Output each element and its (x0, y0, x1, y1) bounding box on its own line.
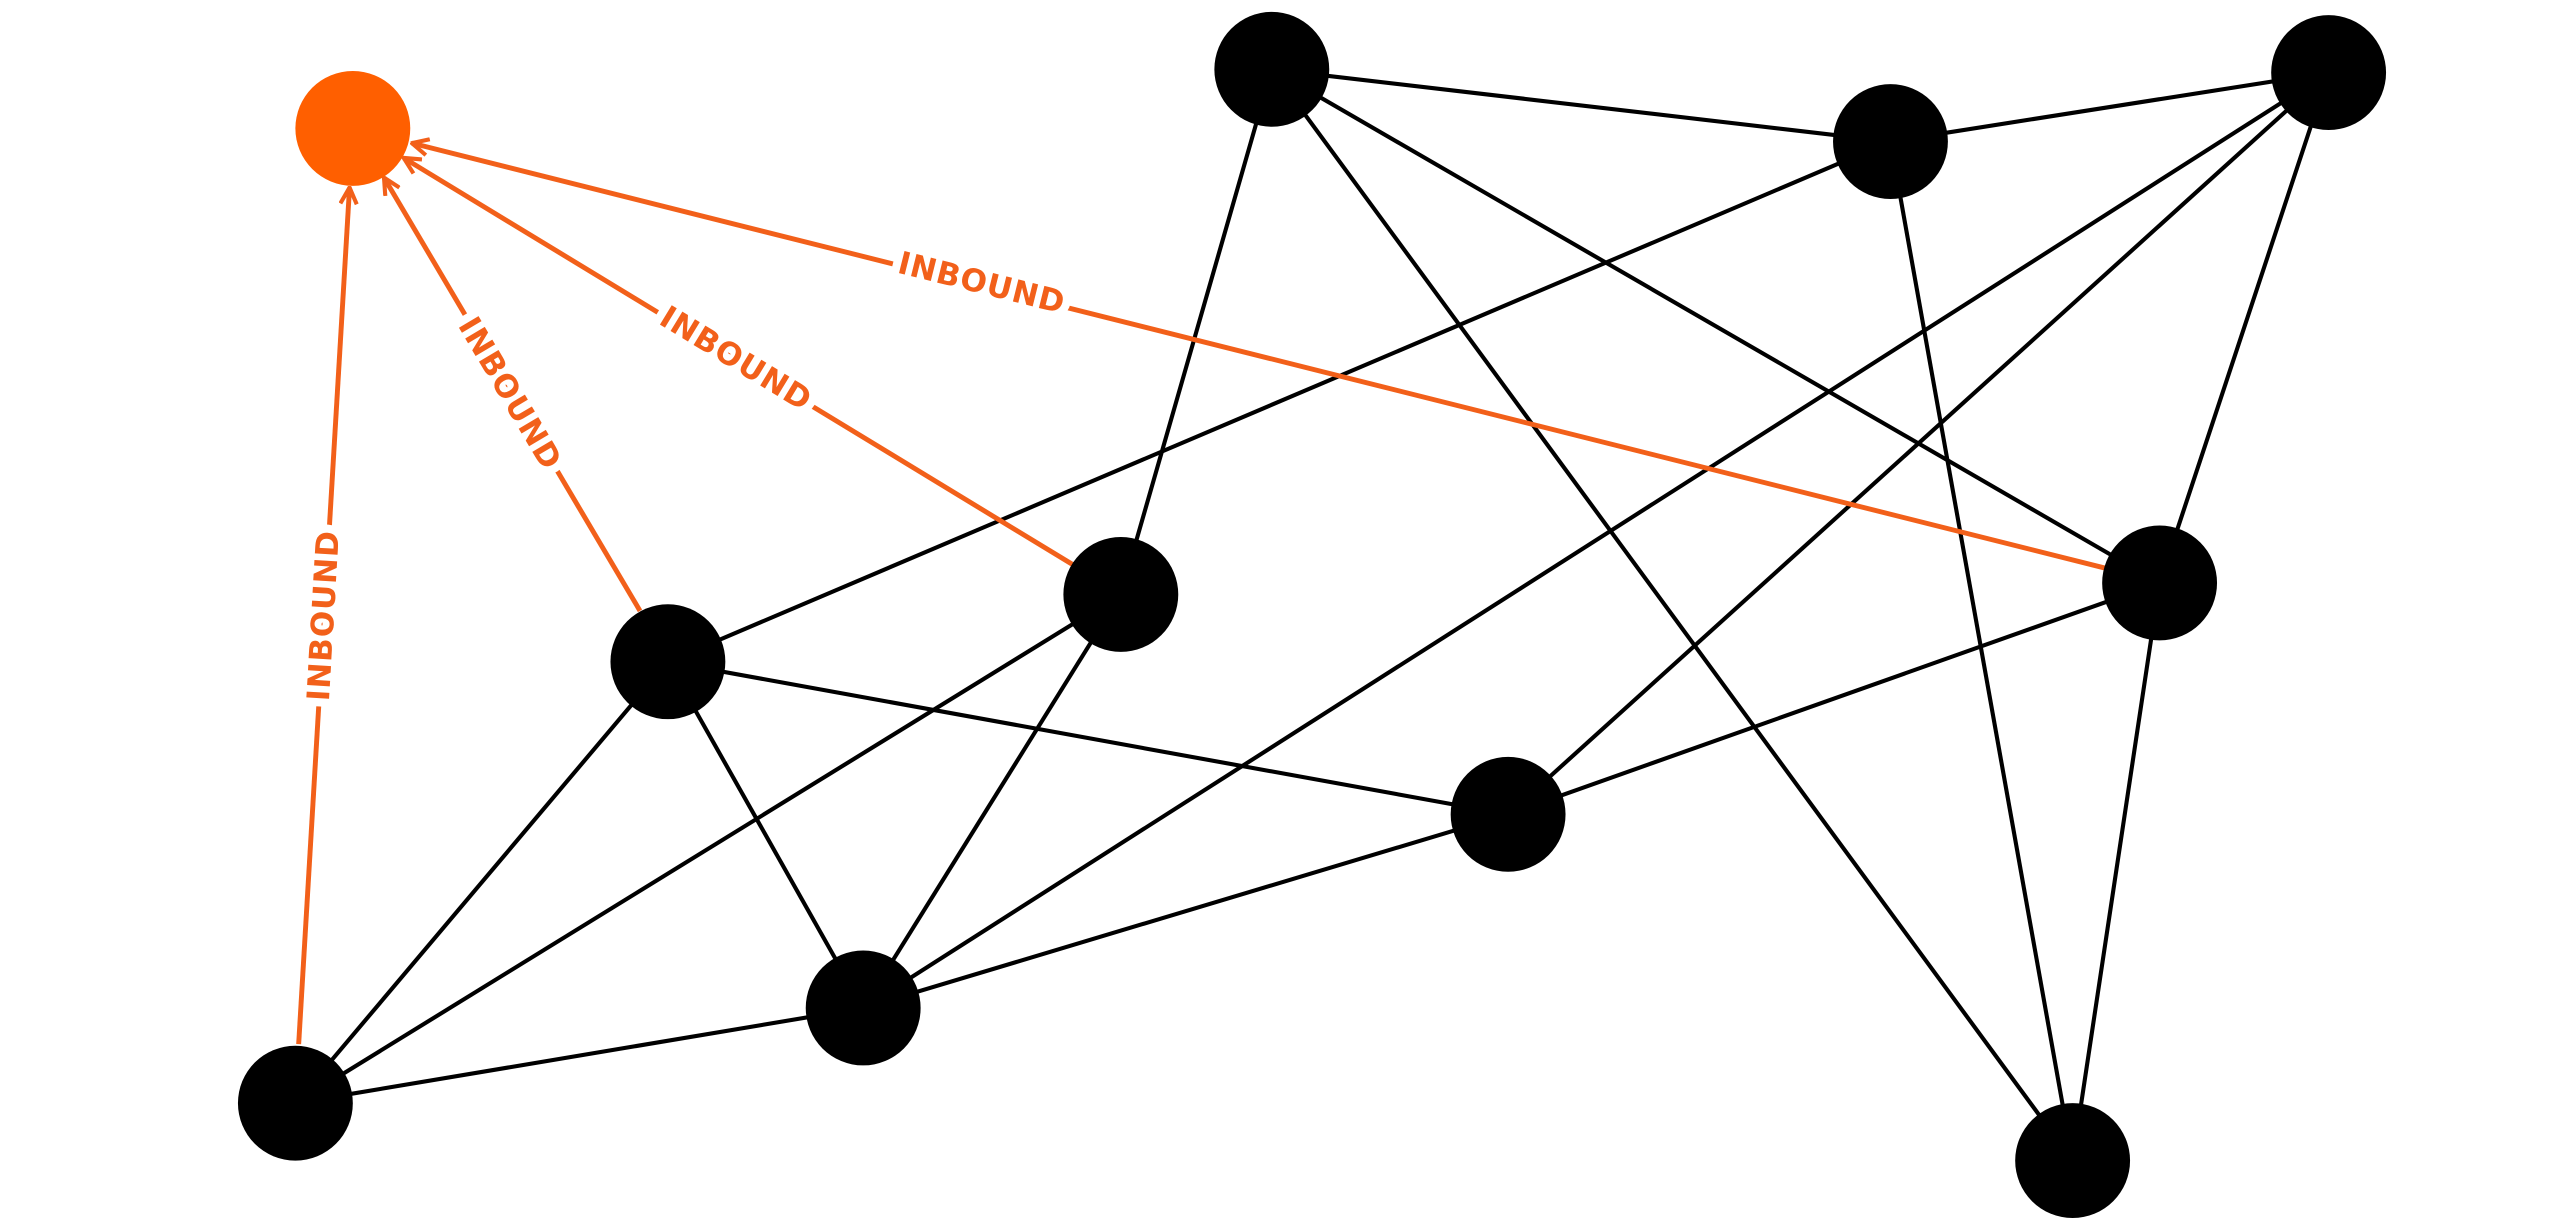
node (237, 1045, 353, 1161)
inbound-edge (412, 143, 2107, 571)
node (1833, 84, 1948, 199)
edge (294, 592, 1122, 1105)
node (1214, 11, 1330, 127)
edge-label: INBOUND (301, 529, 347, 702)
node (1063, 537, 1179, 652)
edge-label: INBOUND (894, 245, 1069, 321)
edge (1270, 67, 2161, 585)
edges (293, 67, 2331, 1162)
edge (1890, 70, 2329, 144)
edge (861, 593, 1123, 1010)
inbound-edge (404, 158, 1075, 568)
edge (1506, 71, 2330, 816)
edge (2070, 582, 2162, 1161)
inbound-edge (296, 187, 350, 1045)
node (2102, 525, 2218, 641)
edge (293, 660, 670, 1105)
node (805, 950, 921, 1066)
edge (1118, 68, 1274, 596)
node (2015, 1103, 2131, 1219)
edge (1507, 581, 2161, 817)
edge (1888, 141, 2075, 1161)
edge (1271, 67, 1891, 144)
edge (666, 660, 865, 1009)
edge (2157, 71, 2331, 584)
edge (295, 1005, 864, 1106)
edge (1270, 68, 2075, 1162)
inbound-edge (384, 178, 643, 613)
edge (862, 70, 2330, 1010)
edge-label: INBOUND (653, 299, 818, 419)
nodes (237, 11, 2387, 1219)
edge (667, 659, 1509, 817)
target-node (295, 70, 411, 186)
edge-label: INBOUND (451, 311, 569, 476)
edge (667, 139, 1892, 664)
node (2271, 15, 2387, 131)
node (610, 604, 726, 720)
edge (862, 812, 1509, 1010)
inbound-edges (296, 143, 2107, 1045)
node (1450, 756, 1566, 872)
